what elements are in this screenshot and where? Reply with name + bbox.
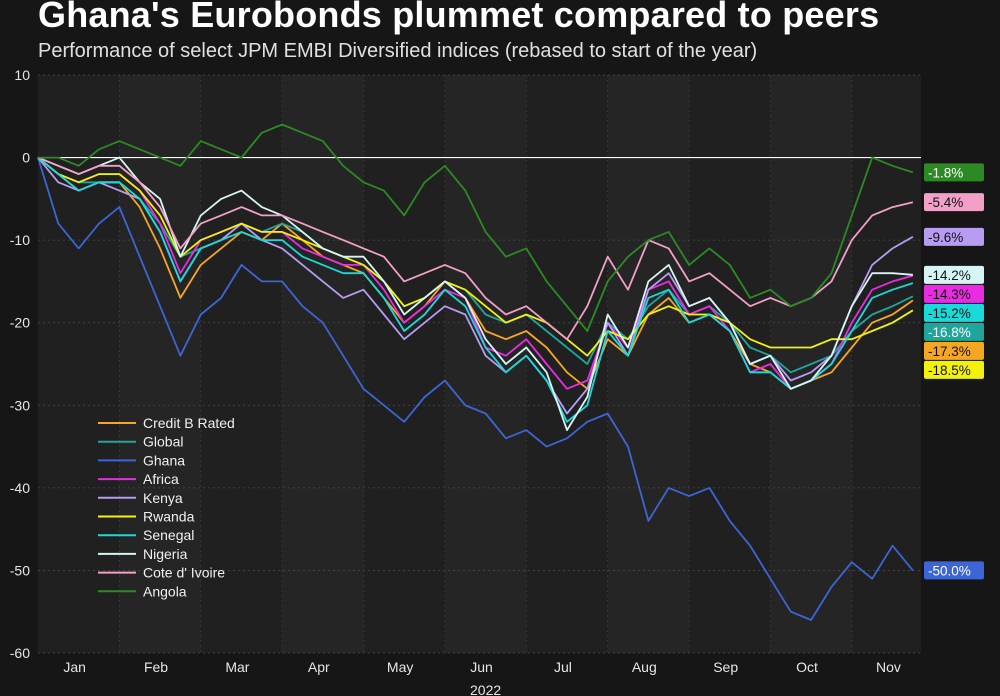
end-label-box [924, 265, 984, 284]
month-band [607, 75, 690, 653]
series-line-nigeria [37, 156, 913, 432]
month-band [444, 75, 527, 653]
month-band [119, 75, 201, 653]
chart-title: Ghana's Eurobonds plummet compared to pe… [38, 0, 880, 35]
series-line-africa [37, 156, 914, 390]
end-label-box [924, 227, 984, 246]
series-line-rwanda [37, 156, 914, 357]
y-tick-label: -10 [10, 232, 30, 248]
x-tick-label: Jun [470, 659, 493, 675]
end-label-box [924, 561, 984, 580]
end-label-value: -50.0% [928, 563, 971, 578]
legend-label: Global [143, 434, 183, 450]
end-label-value: -14.3% [928, 287, 971, 302]
legend-label: Credit B Rated [143, 415, 235, 431]
y-tick-label: 0 [22, 150, 30, 166]
month-band [689, 75, 771, 653]
x-axis-label: 2022 [470, 682, 501, 696]
x-tick-label: Nov [876, 659, 901, 675]
x-tick-label: Apr [308, 659, 330, 675]
y-tick-label: -50 [10, 562, 30, 578]
gridlines [38, 74, 921, 654]
end-label-box [924, 303, 984, 322]
month-band [200, 75, 283, 653]
y-tick-label: -30 [10, 397, 30, 413]
end-label-value: -17.3% [928, 344, 971, 359]
month-bands [38, 75, 921, 653]
end-labels: -1.8% -5.4% -9.6% -14.2% -14.3% -15.2% -16.8% -… [924, 163, 984, 580]
month-band [282, 75, 364, 653]
y-axis: 10 0 -10 -20 -30 -40 -50 -60 [10, 67, 30, 661]
x-tick-label: Mar [225, 659, 249, 675]
legend: Credit B Rated Global Ghana Africa Kenya Rwan… [98, 415, 235, 599]
chart-subtitle: Performance of select JPM EMBI Diversifi… [38, 40, 758, 62]
x-tick-label: Feb [144, 659, 168, 675]
month-band [38, 75, 120, 653]
series-line-credit-b-rated [37, 156, 914, 390]
x-tick-label: Jan [63, 659, 86, 675]
y-tick-label: -60 [10, 645, 30, 661]
end-label-value: -16.8% [928, 325, 971, 340]
x-tick-label: Sep [713, 659, 738, 675]
end-label-value: -1.8% [928, 165, 963, 180]
legend-label: Angola [143, 583, 187, 599]
y-tick-label: -20 [10, 315, 30, 331]
x-tick-label: Aug [632, 659, 657, 675]
series-lines [37, 123, 914, 621]
series-line-senegal [37, 156, 914, 423]
y-tick-label: -40 [10, 480, 30, 496]
x-tick-label: Jul [554, 659, 572, 675]
end-label-box [924, 322, 984, 341]
legend-label: Kenya [143, 490, 183, 506]
x-tick-label: May [387, 659, 413, 675]
end-label-box [924, 360, 984, 379]
end-label-box [924, 284, 984, 303]
end-label-box [924, 193, 984, 212]
end-label-value: -9.6% [928, 230, 963, 245]
end-label-value: -5.4% [928, 195, 963, 210]
end-label-box [924, 341, 984, 360]
legend-label: Rwanda [143, 509, 195, 525]
series-line-global [37, 156, 914, 374]
series-line-cote-d-ivoire [37, 156, 914, 341]
end-label-box [924, 163, 984, 182]
legend-label: Nigeria [143, 546, 188, 562]
legend-label: Ghana [143, 452, 185, 468]
end-label-value: -14.2% [928, 268, 971, 283]
month-band [363, 75, 445, 653]
y-tick-label: 10 [14, 67, 30, 83]
legend-label: Africa [143, 471, 179, 487]
x-tick-label: Oct [796, 659, 818, 675]
legend-label: Cote d' Ivoire [143, 565, 225, 581]
end-label-value: -15.2% [928, 306, 971, 321]
x-axis: Jan Feb Mar Apr May Jun Jul Aug Sep Oct Nov 2022 [63, 659, 901, 696]
legend-label: Senegal [143, 527, 194, 543]
end-label-value: -18.5% [928, 363, 971, 378]
series-line-angola [38, 123, 914, 332]
series-line-ghana [37, 157, 914, 621]
